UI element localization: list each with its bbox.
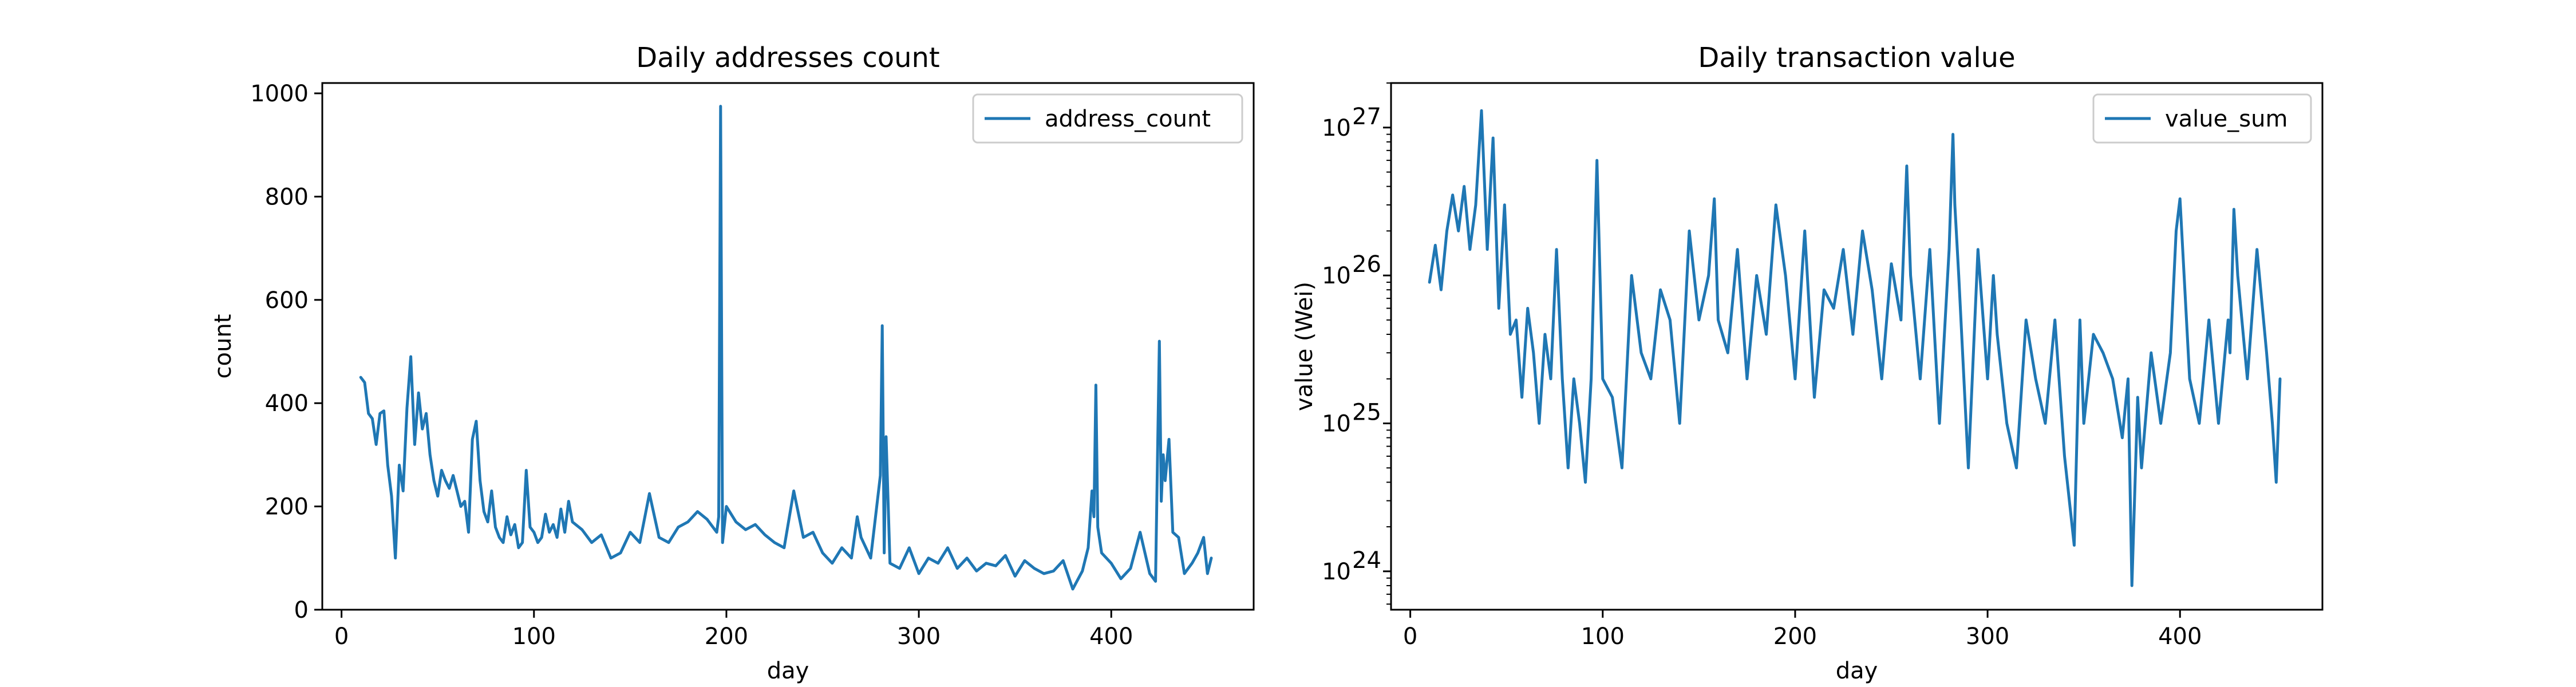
x-tick-label: 300 [1966, 623, 2009, 650]
y-tick-label: 600 [265, 287, 309, 314]
axes-frame [321, 82, 1255, 611]
x-tick-label: 0 [334, 623, 349, 650]
y-tick-label: 800 [265, 184, 309, 210]
x-tick-label: 300 [897, 623, 941, 650]
y-tick-exponent: 25 [1352, 400, 1381, 426]
x-axis-label: day [1836, 658, 1878, 684]
legend: value_sum [2092, 93, 2312, 144]
y-tick-exponent: 27 [1352, 104, 1381, 130]
legend-box [2092, 93, 2312, 144]
legend-box [972, 93, 1243, 144]
x-tick-label: 400 [1089, 623, 1133, 650]
axis-ticks: 0 100 200 300 400 0 200 400 600 800 1000 [250, 81, 1133, 650]
legend-label: value_sum [2165, 106, 2287, 132]
chart-title: Daily transaction value [1698, 42, 2015, 74]
plot-area [359, 105, 1213, 591]
y-tick-exponent: 26 [1352, 251, 1381, 278]
x-axis-label: day [767, 658, 809, 684]
address-count-chart: Daily addresses count day count 0 100 200 3… [210, 42, 1255, 684]
x-tick-label: 200 [705, 623, 748, 650]
y-tick-label: 10 [1322, 263, 1351, 289]
x-tick-label: 100 [1581, 623, 1625, 650]
legend-label: address_count [1045, 106, 1211, 132]
legend: address_count [972, 93, 1243, 144]
series-line-value_sum [1428, 109, 2282, 587]
x-tick-label: 0 [1403, 623, 1417, 650]
series-line-address_count [359, 105, 1213, 591]
y-tick-label: 10 [1322, 115, 1351, 141]
x-tick-label: 200 [1773, 623, 1817, 650]
x-tick-label: 400 [2158, 623, 2202, 650]
transaction-value-chart: Daily transaction value day value (Wei) … [1291, 42, 2324, 684]
y-tick-exponent: 24 [1352, 547, 1381, 574]
chart-title: Daily addresses count [636, 42, 940, 74]
x-tick-label: 100 [512, 623, 556, 650]
axes-frame [1390, 82, 2324, 611]
y-axis-label: count [210, 314, 236, 379]
y-tick-label: 10 [1322, 559, 1351, 585]
y-tick-label: 400 [265, 390, 309, 417]
y-tick-label: 0 [294, 597, 309, 623]
plot-area [1428, 109, 2282, 587]
y-tick-label: 200 [265, 494, 309, 520]
y-axis-label: value (Wei) [1291, 282, 1318, 411]
y-tick-label: 10 [1322, 411, 1351, 437]
y-tick-label: 1000 [250, 81, 309, 107]
